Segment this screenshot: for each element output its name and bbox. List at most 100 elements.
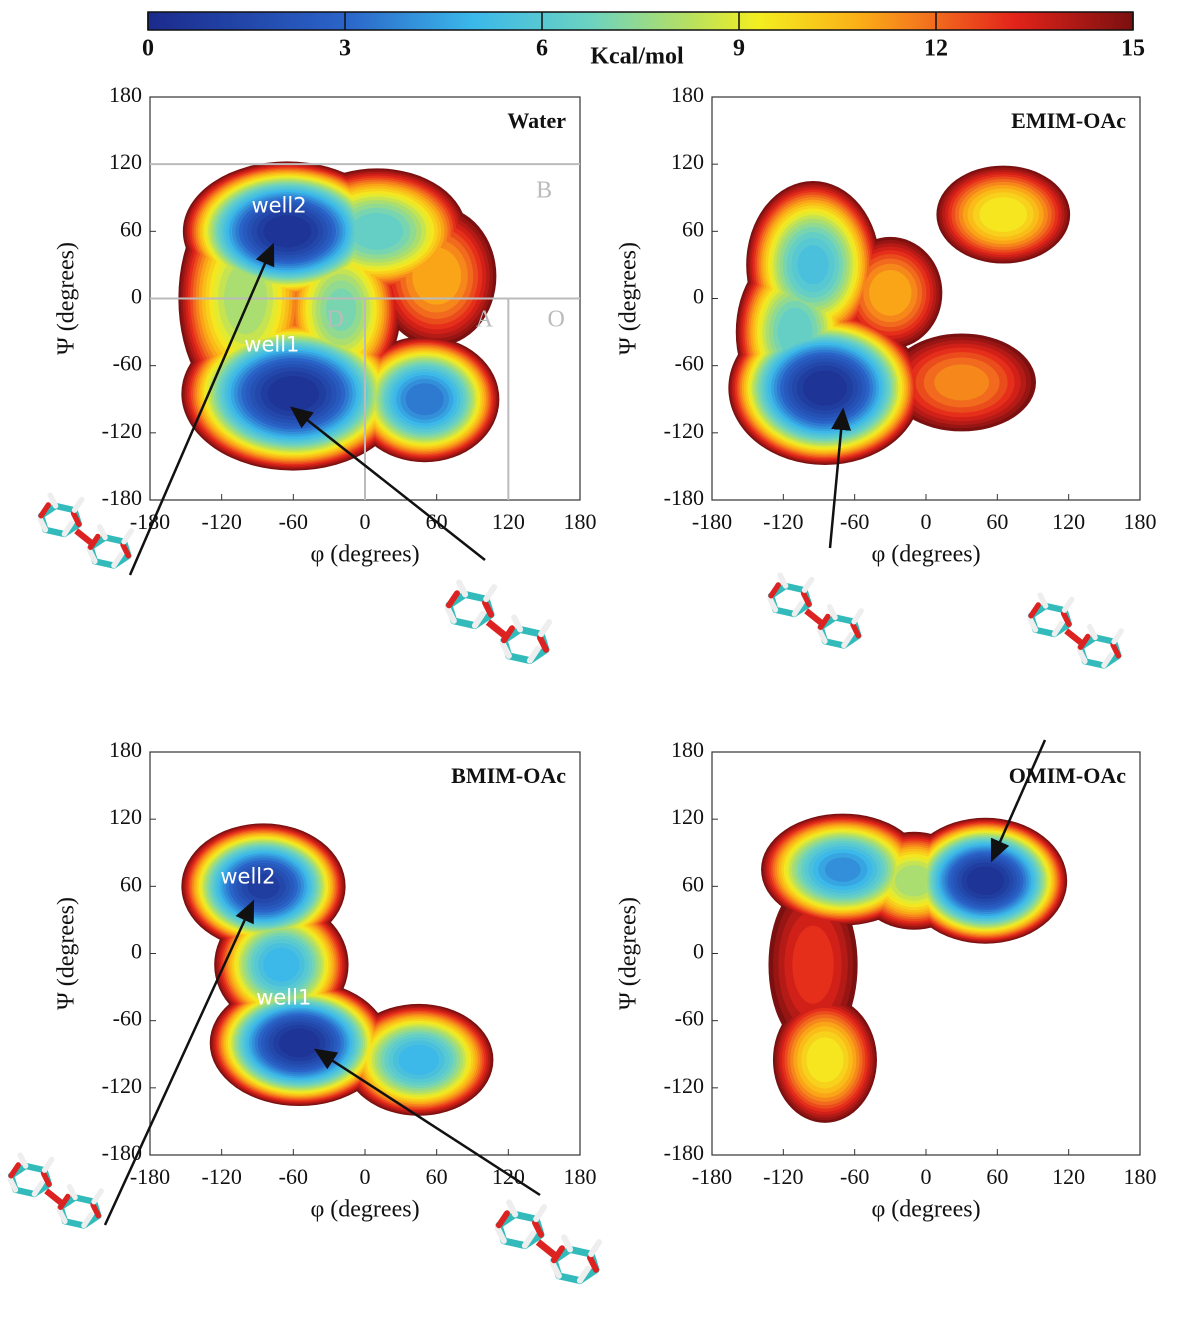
energy-landscape: [761, 814, 1067, 1123]
contour-level: [263, 948, 300, 982]
contour-level: [803, 370, 847, 405]
x-tick-label: 120: [1052, 1164, 1085, 1189]
bond: [806, 611, 824, 625]
contour-level: [869, 270, 911, 316]
bond: [100, 527, 105, 538]
well-label: well1: [244, 333, 299, 357]
y-tick-label: 60: [120, 871, 142, 896]
panel-title: EMIM-OAc: [1011, 108, 1126, 133]
region-label: A: [476, 306, 494, 332]
contour-level: [825, 857, 861, 881]
x-tick-label: 180: [564, 1164, 597, 1189]
molecule: [448, 582, 549, 660]
molecule: [1030, 595, 1121, 665]
bond: [45, 1159, 52, 1170]
y-axis-label: Ψ (degrees): [54, 897, 80, 1010]
x-tick-label: -60: [840, 1164, 869, 1189]
y-tick-label: -60: [113, 1006, 142, 1031]
panel-title: Water: [507, 108, 566, 133]
bond: [854, 611, 861, 622]
y-tick-label: 180: [109, 737, 142, 762]
bond: [1090, 627, 1095, 638]
x-tick-label: 0: [921, 509, 932, 534]
molecule: [498, 1202, 599, 1280]
bond: [486, 587, 494, 599]
energy-landscape: [728, 166, 1070, 465]
bond: [509, 1202, 515, 1214]
y-tick-label: -120: [664, 418, 704, 443]
y-tick-label: 120: [671, 804, 704, 829]
y-tick-label: -180: [102, 1140, 142, 1165]
x-tick-label: 120: [1052, 509, 1085, 534]
x-tick-label: -60: [840, 509, 869, 534]
colorbar-tick-label: 6: [536, 36, 548, 62]
region-label: O: [547, 306, 564, 332]
bond: [805, 579, 812, 590]
y-tick-label: 180: [671, 82, 704, 107]
x-tick-label: -120: [202, 1164, 242, 1189]
x-tick-label: 60: [986, 509, 1008, 534]
bond: [76, 531, 94, 545]
y-tick-label: 0: [131, 284, 142, 309]
region-label: B: [536, 178, 552, 204]
x-tick-label: 0: [360, 509, 371, 534]
x-tick-label: 60: [426, 1164, 448, 1189]
y-tick-label: 180: [671, 737, 704, 762]
contour-level: [398, 1045, 439, 1075]
y-axis-label: Ψ (degrees): [616, 242, 642, 355]
molecule: [770, 575, 861, 645]
y-tick-label: 0: [693, 284, 704, 309]
x-tick-label: 0: [360, 1164, 371, 1189]
bond: [514, 617, 520, 629]
bond: [591, 1242, 599, 1254]
contour-level: [351, 213, 404, 250]
bond: [1114, 631, 1121, 642]
bond: [1066, 631, 1084, 645]
y-tick-label: 60: [682, 871, 704, 896]
molecule: [10, 1155, 101, 1225]
y-tick-label: 0: [131, 939, 142, 964]
y-tick-label: -180: [664, 485, 704, 510]
x-tick-label: -180: [692, 509, 732, 534]
contour-level: [967, 866, 1004, 895]
bond: [536, 1207, 544, 1219]
x-axis-label: φ (degrees): [871, 542, 980, 568]
x-tick-label: 180: [1124, 1164, 1157, 1189]
x-tick-label: -120: [763, 509, 803, 534]
colorbar-tick-label: 9: [733, 36, 745, 62]
contour-level: [792, 926, 833, 1004]
x-tick-label: -120: [763, 1164, 803, 1189]
y-tick-label: 120: [109, 804, 142, 829]
colorbar-tick-label: 3: [339, 36, 351, 62]
colorbar-tick-label: 12: [924, 36, 948, 62]
figure: 03691215Kcal/mol-180-120-60060120180-180…: [0, 0, 1180, 1331]
y-axis-label: Ψ (degrees): [54, 242, 80, 355]
bond: [780, 575, 785, 586]
y-tick-label: -60: [675, 1006, 704, 1031]
contour-level: [979, 197, 1027, 232]
bond: [538, 1242, 558, 1258]
bond: [1040, 595, 1045, 606]
bond: [46, 1191, 64, 1205]
x-tick-label: 180: [1124, 509, 1157, 534]
contour-level: [268, 376, 319, 411]
y-tick-label: -180: [664, 1140, 704, 1165]
contour-level: [406, 383, 444, 415]
x-tick-label: -120: [202, 509, 242, 534]
bond: [75, 499, 82, 510]
bond: [20, 1155, 25, 1166]
bond: [488, 622, 508, 638]
y-tick-label: -180: [102, 485, 142, 510]
region-label: D: [326, 306, 343, 332]
colorbar-tick-label: 15: [1121, 36, 1145, 62]
y-tick-label: -120: [664, 1073, 704, 1098]
bond: [70, 1187, 75, 1198]
bond: [459, 582, 465, 594]
colorbar: [148, 12, 1133, 30]
x-tick-label: 60: [986, 1164, 1008, 1189]
y-tick-label: 120: [671, 149, 704, 174]
colorbar-tick-label: 0: [142, 36, 154, 62]
well-label: well1: [256, 985, 311, 1009]
x-axis-label: φ (degrees): [310, 542, 419, 568]
y-tick-label: 120: [109, 149, 142, 174]
